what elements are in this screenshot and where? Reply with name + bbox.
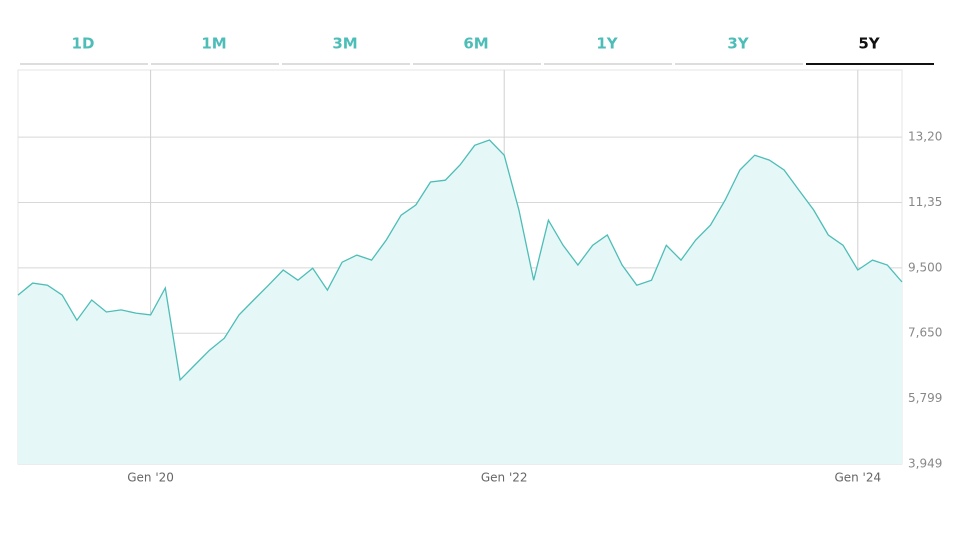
y-tick-label: 13,20 bbox=[908, 130, 942, 144]
y-tick-label: 11,35 bbox=[908, 195, 942, 209]
line bbox=[17, 139, 903, 382]
x-tick-label: Gen '24 bbox=[834, 471, 881, 485]
tab-label[interactable]: 1Y bbox=[596, 35, 618, 53]
tab-label[interactable]: 6M bbox=[463, 35, 488, 53]
x-tick-label: Gen '22 bbox=[481, 471, 528, 485]
area bbox=[18, 140, 902, 464]
tab-label[interactable]: 3M bbox=[332, 35, 357, 53]
tab-label[interactable]: 1M bbox=[201, 35, 226, 53]
y-tick-label: 9,500 bbox=[908, 260, 942, 274]
tab-label[interactable]: 1D bbox=[72, 35, 95, 53]
y-tick-label: 3,949 bbox=[908, 457, 942, 471]
y-tick-label: 7,650 bbox=[908, 326, 942, 340]
tab-label[interactable]: 3Y bbox=[727, 35, 749, 53]
tab-label[interactable]: 5Y bbox=[858, 35, 880, 53]
y-tick-label: 5,799 bbox=[908, 391, 942, 405]
x-tick-label: Gen '20 bbox=[127, 471, 174, 485]
